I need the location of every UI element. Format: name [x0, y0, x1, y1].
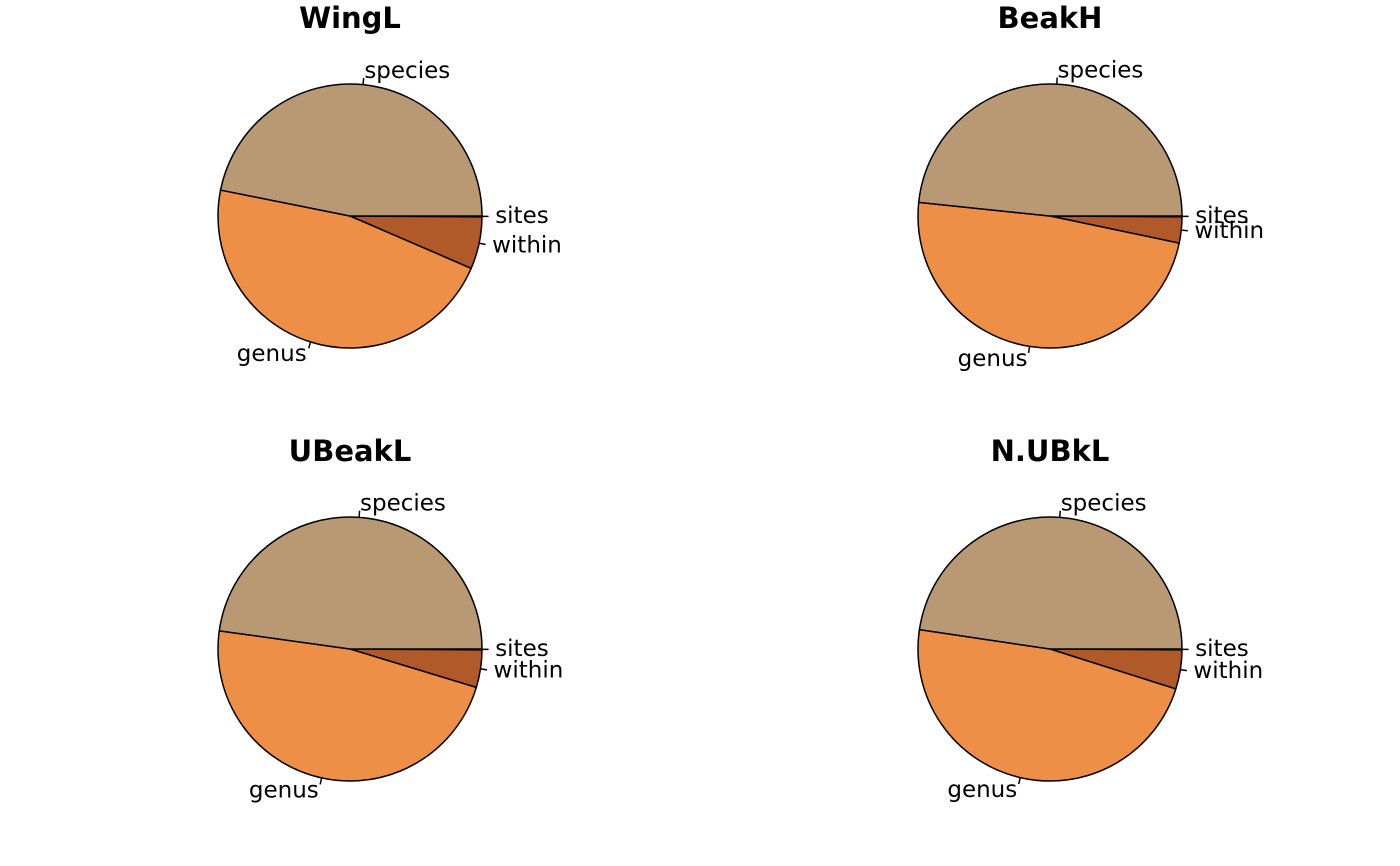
- slice-label: genus: [947, 777, 1017, 803]
- slice-label: genus: [958, 346, 1028, 372]
- slice-label: genus: [249, 777, 319, 803]
- slice-label: sites: [495, 203, 549, 229]
- pie-slice: [219, 83, 483, 217]
- label-leader: [1018, 777, 1021, 785]
- slice-label: sites: [495, 636, 549, 662]
- pie-slice: [918, 516, 1183, 650]
- chart-title: UBeakL: [289, 434, 412, 468]
- slice-label: within: [1194, 218, 1264, 244]
- label-leader: [362, 78, 365, 85]
- chart-title: BeakH: [998, 1, 1103, 35]
- slice-label: species: [360, 491, 446, 517]
- label-leader: [1180, 668, 1188, 672]
- label-leader: [319, 777, 323, 785]
- label-leader: [307, 341, 312, 349]
- pie-slice: [218, 516, 483, 650]
- chart-title: WingL: [299, 1, 401, 35]
- slice-label: within: [492, 232, 562, 258]
- pie-slice: [217, 189, 473, 349]
- slice-label: species: [1058, 57, 1144, 83]
- label-leader: [480, 668, 488, 671]
- label-leader: [479, 242, 486, 246]
- slice-label: within: [1193, 658, 1263, 684]
- slice-label: sites: [1195, 636, 1249, 662]
- slice-label: sites: [1195, 203, 1249, 229]
- slice-label: species: [364, 58, 450, 84]
- slice-label: species: [1061, 491, 1147, 517]
- slice-label: within: [494, 657, 564, 683]
- slice-label: genus: [237, 341, 307, 367]
- chart-title: N.UBkL: [991, 434, 1110, 468]
- label-leader: [1027, 346, 1031, 354]
- pie-slice: [917, 83, 1183, 217]
- label-leader: [1181, 229, 1188, 232]
